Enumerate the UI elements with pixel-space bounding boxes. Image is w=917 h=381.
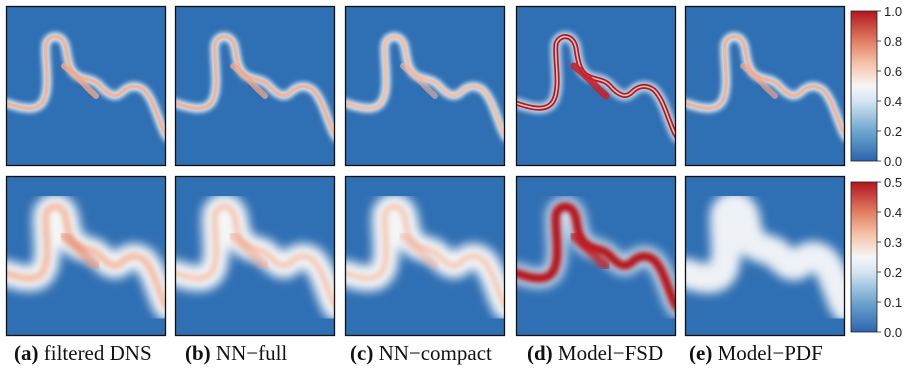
panel-nn-compact-row1 <box>344 5 506 167</box>
panel-frame <box>344 175 506 337</box>
caption-label: filtered DNS <box>43 341 152 365</box>
panel-frame <box>684 175 846 337</box>
caption-d: (d) Model−FSD <box>527 341 663 366</box>
panel-frame <box>174 175 336 337</box>
caption-label: Model−PDF <box>717 341 823 365</box>
panel-model-fsd-row1 <box>515 5 677 167</box>
caption-letter: (a) <box>14 341 39 365</box>
panel-filtered-dns-row2 <box>5 175 167 337</box>
colorbar-gradient <box>850 10 878 162</box>
panel-filtered-dns-row1 <box>5 5 167 167</box>
colorbar-tick-label: 0.3 <box>884 235 902 250</box>
colorbar-tick-label: 0.2 <box>884 124 902 139</box>
colorbar-2: 0.5 0.4 0.3 0.2 0.1 0.0 <box>850 175 902 340</box>
colorbar-tick-label: 0.6 <box>884 64 902 79</box>
colorbar-tick-label: 0.0 <box>884 154 902 169</box>
colorbar-tick-label: 0.5 <box>884 175 902 190</box>
colorbar-tick-label: 0.4 <box>884 94 902 109</box>
panel-frame <box>5 5 167 167</box>
caption-label: Model−FSD <box>557 341 664 365</box>
caption-label: NN−full <box>215 341 288 365</box>
colorbar-tick-label: 0.4 <box>884 205 902 220</box>
colorbar-tick-label: 0.0 <box>884 325 902 340</box>
colorbar-tick-label: 0.8 <box>884 34 902 49</box>
caption-label: NN−compact <box>378 341 492 365</box>
colorbar-tick-label: 0.1 <box>884 295 902 310</box>
caption-letter: (c) <box>350 341 374 365</box>
colorbar-tick-label: 1.0 <box>884 4 902 19</box>
panel-nn-full-row1 <box>174 5 336 167</box>
panel-frame <box>5 175 167 337</box>
caption-e: (e) Model−PDF <box>689 341 823 366</box>
panel-frame <box>515 175 677 337</box>
colorbar-gradient <box>850 181 878 333</box>
caption-c: (c) NN−compact <box>350 341 492 366</box>
caption-letter: (e) <box>689 341 713 365</box>
colorbar-1: 1.0 0.8 0.6 0.4 0.2 0.0 <box>850 4 902 169</box>
panel-model-pdf-row2 <box>684 175 846 337</box>
panel-frame <box>344 5 506 167</box>
panel-model-fsd-row2 <box>515 175 677 337</box>
panel-frame <box>515 5 677 167</box>
colorbar-tick-label: 0.2 <box>884 265 902 280</box>
caption-letter: (d) <box>527 341 553 365</box>
panel-nn-compact-row2 <box>344 175 506 337</box>
panel-nn-full-row2 <box>174 175 336 337</box>
caption-a: (a) filtered DNS <box>14 341 152 366</box>
panel-frame <box>684 5 846 167</box>
caption-letter: (b) <box>185 341 211 365</box>
caption-b: (b) NN−full <box>185 341 287 366</box>
panel-model-pdf-row1 <box>684 5 846 167</box>
panel-frame <box>174 5 336 167</box>
